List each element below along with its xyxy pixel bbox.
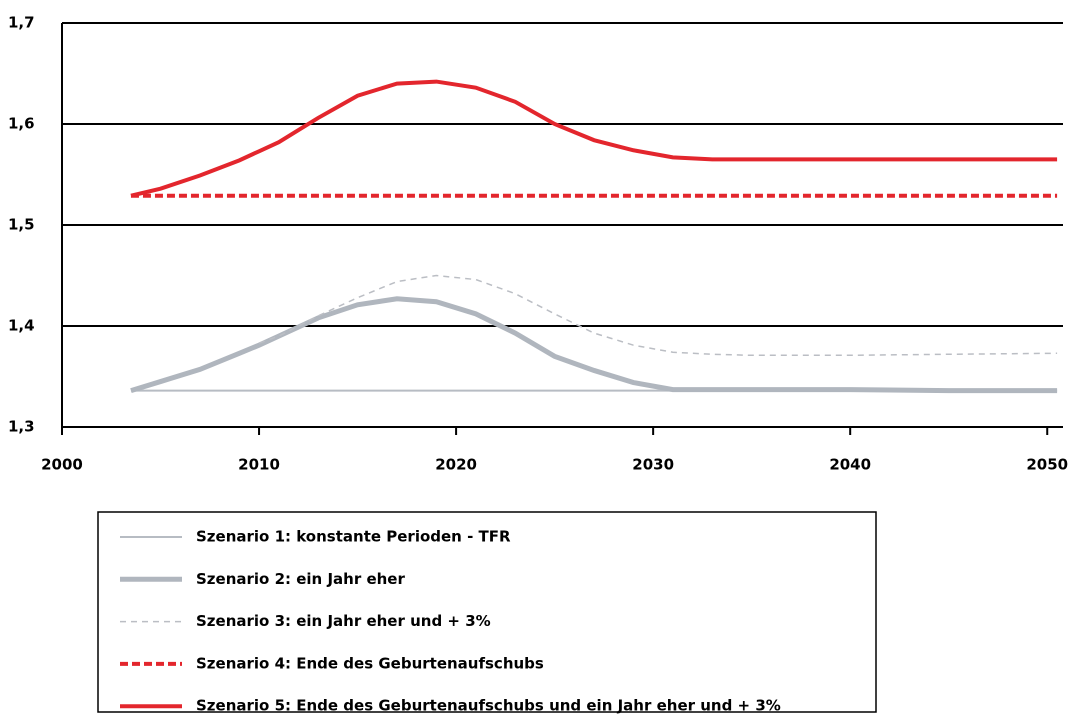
legend-label: Szenario 3: ein Jahr eher und + 3% — [196, 612, 491, 630]
legend-label: Szenario 2: ein Jahr eher — [196, 570, 405, 588]
x-tick-label: 2030 — [632, 456, 674, 474]
y-tick-label: 1,6 — [8, 115, 35, 133]
series-line — [258, 274, 1058, 357]
y-tick-label: 1,4 — [8, 317, 35, 335]
x-tick-label: 2050 — [1026, 456, 1068, 474]
legend-label: Szenario 5: Ende des Geburtenaufschubs u… — [196, 697, 781, 715]
series-line — [130, 296, 1058, 394]
y-tick-label: 1,7 — [8, 14, 35, 32]
y-tick-label: 1,3 — [8, 418, 35, 436]
series-line — [130, 79, 1058, 198]
x-tick-label: 2020 — [435, 456, 477, 474]
x-tick-label: 2040 — [829, 456, 871, 474]
legend-label: Szenario 1: konstante Perioden - TFR — [196, 528, 511, 546]
y-tick-label: 1,5 — [8, 216, 35, 234]
legend-label: Szenario 4: Ende des Geburtenaufschubs — [196, 654, 544, 672]
x-tick-label: 2010 — [238, 456, 280, 474]
legend-box — [97, 511, 877, 713]
x-tick-label: 2000 — [41, 456, 83, 474]
